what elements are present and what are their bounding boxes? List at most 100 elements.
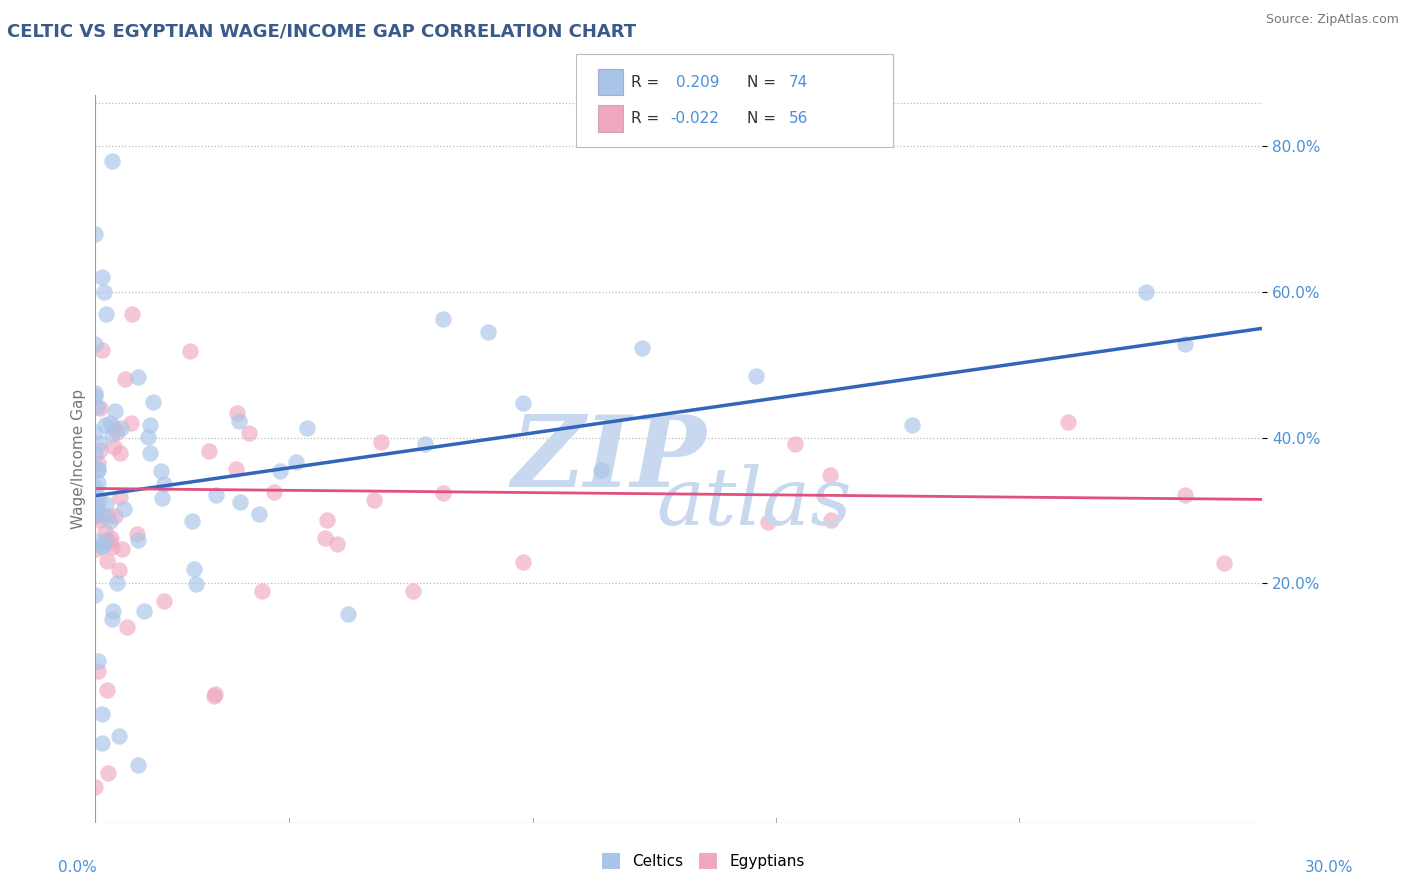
Point <box>756 515 779 529</box>
Point <box>589 463 612 477</box>
Text: 74: 74 <box>789 75 808 89</box>
Text: atlas: atlas <box>657 465 852 541</box>
Point <box>91 707 114 722</box>
Point <box>108 563 131 577</box>
Point <box>89 401 111 416</box>
Point <box>901 418 924 433</box>
Point <box>83 227 105 241</box>
Point <box>110 542 132 557</box>
Point <box>150 491 173 505</box>
Point <box>1135 285 1157 300</box>
Point <box>202 689 225 703</box>
Point <box>107 729 129 743</box>
Text: -0.022: -0.022 <box>671 112 720 126</box>
Point <box>226 406 249 420</box>
Point <box>132 604 155 618</box>
Point <box>94 307 117 321</box>
Point <box>818 467 841 482</box>
Point <box>84 541 107 556</box>
Point <box>83 588 105 602</box>
Point <box>269 464 291 478</box>
Point <box>337 607 360 622</box>
Point <box>153 477 176 491</box>
Point <box>184 577 207 591</box>
Point <box>252 584 274 599</box>
Point <box>84 486 107 500</box>
Point <box>104 404 127 418</box>
Point <box>325 537 347 551</box>
Point <box>84 780 107 794</box>
Point <box>83 425 105 439</box>
Point <box>87 664 110 678</box>
Point <box>101 426 124 441</box>
Point <box>179 344 201 359</box>
Point <box>512 395 534 409</box>
Point <box>87 456 110 470</box>
Point <box>112 501 135 516</box>
Point <box>86 400 108 414</box>
Point <box>91 540 114 554</box>
Point <box>316 513 339 527</box>
Point <box>105 425 128 439</box>
Point <box>745 368 768 383</box>
Point <box>204 488 226 502</box>
Point <box>181 514 204 528</box>
Point <box>93 285 115 299</box>
Point <box>785 437 807 451</box>
Point <box>96 682 118 697</box>
Point <box>83 508 105 523</box>
Point <box>121 307 143 321</box>
Legend: Celtics, Egyptians: Celtics, Egyptians <box>596 847 810 875</box>
Point <box>103 420 125 434</box>
Point <box>87 492 110 507</box>
Point <box>90 343 112 358</box>
Point <box>89 513 111 527</box>
Point <box>263 484 285 499</box>
Point <box>84 503 107 517</box>
Text: 30.0%: 30.0% <box>1305 860 1353 874</box>
Point <box>100 612 122 626</box>
Point <box>91 270 114 285</box>
Point <box>84 447 107 461</box>
Point <box>107 576 129 591</box>
Point <box>370 435 392 450</box>
Point <box>432 312 454 326</box>
Point <box>87 462 110 476</box>
Point <box>83 336 105 351</box>
Text: R =: R = <box>631 75 665 89</box>
Point <box>631 341 654 355</box>
Point <box>225 462 247 476</box>
Point <box>91 736 114 750</box>
Y-axis label: Wage/Income Gap: Wage/Income Gap <box>72 389 86 530</box>
Point <box>83 480 105 494</box>
Text: CELTIC VS EGYPTIAN WAGE/INCOME GAP CORRELATION CHART: CELTIC VS EGYPTIAN WAGE/INCOME GAP CORRE… <box>7 22 636 40</box>
Point <box>86 500 108 514</box>
Text: N =: N = <box>747 75 780 89</box>
Point <box>108 490 131 504</box>
Point <box>285 455 308 469</box>
Point <box>96 553 118 567</box>
Point <box>1212 557 1234 571</box>
Point <box>512 556 534 570</box>
Point <box>84 508 107 522</box>
Point <box>114 372 136 386</box>
Point <box>83 386 105 401</box>
Text: N =: N = <box>747 112 780 126</box>
Text: R =: R = <box>631 112 665 126</box>
Point <box>103 440 125 454</box>
Point <box>101 153 124 168</box>
Point <box>101 541 124 555</box>
Point <box>97 509 120 524</box>
Point <box>93 525 115 540</box>
Point <box>97 765 120 780</box>
Point <box>402 584 425 599</box>
Point <box>89 436 111 450</box>
Point <box>98 416 121 430</box>
Point <box>100 532 122 546</box>
Point <box>127 526 149 541</box>
Point <box>204 686 226 700</box>
Point <box>138 446 160 460</box>
Point <box>89 443 111 458</box>
Point <box>314 531 336 545</box>
Point <box>83 389 105 403</box>
